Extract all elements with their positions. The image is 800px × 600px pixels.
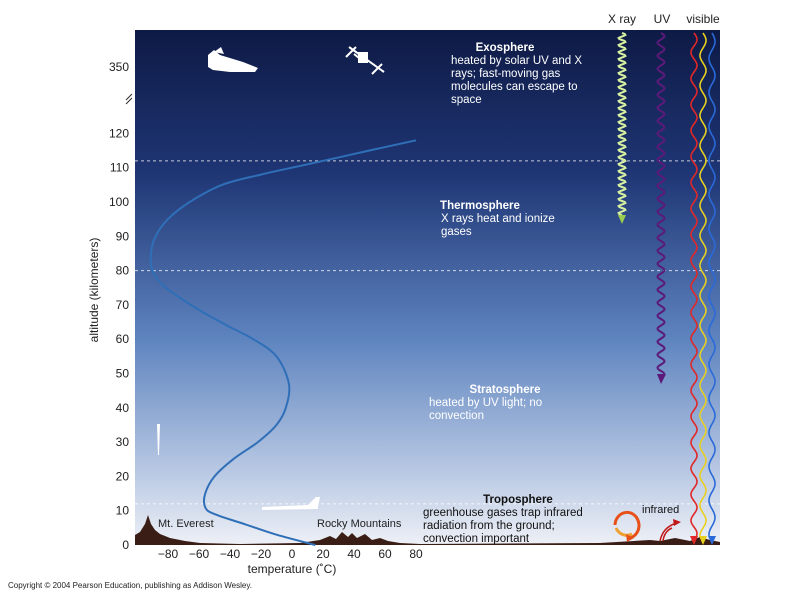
weather-balloon-icon: [157, 424, 160, 455]
y-tick-label: 40: [116, 401, 130, 415]
x-tick-label: 20: [316, 547, 330, 561]
space-shuttle-icon: [208, 47, 258, 72]
x-tick-label: −60: [189, 547, 210, 561]
uv-label: UV: [654, 12, 671, 26]
mt-everest-label: Mt. Everest: [158, 518, 214, 530]
y-tick-label-break: 350: [109, 60, 129, 74]
exosphere-desc-line: space: [451, 94, 482, 106]
y-tick-label: 20: [116, 469, 130, 483]
x-axis-label: temperature (˚C): [248, 562, 337, 576]
airplane-icon: [262, 497, 320, 510]
temperature-curve: [149, 139, 417, 546]
visible-label: visible: [686, 12, 720, 26]
mountain-silhouette: [135, 515, 720, 545]
x-tick-label: 80: [409, 547, 423, 561]
y-tick-label: 110: [110, 161, 129, 175]
y-tick-label: 120: [109, 126, 129, 140]
exosphere-title: Exosphere: [476, 42, 535, 54]
troposphere-desc-line: greenhouse gases trap infrared: [423, 507, 583, 519]
thermosphere-label-block: Thermosphere X rays heat and ionize gase…: [440, 200, 555, 238]
y-tick-label: 60: [116, 332, 130, 346]
thermosphere-title: Thermosphere: [440, 200, 520, 212]
exosphere-desc-line: rays; fast-moving gas: [451, 68, 561, 80]
visible-red-wave: [690, 32, 698, 537]
convection-loop-icon: [613, 510, 641, 542]
y-tick-label: 80: [116, 264, 130, 278]
xray-arrowhead: [618, 215, 626, 224]
stratosphere-desc-line: convection: [429, 410, 484, 422]
x-tick-label: 0: [289, 547, 296, 561]
satellite-icon: [345, 46, 385, 75]
y-axis-label: altitude (kilometers): [87, 238, 101, 343]
troposphere-desc-line: convection important: [423, 533, 530, 545]
y-tick-label: 30: [116, 435, 130, 449]
exosphere-desc-line: heated by solar UV and X: [451, 55, 582, 67]
x-tick-label: 60: [378, 547, 392, 561]
x-tick-label: −80: [158, 547, 179, 561]
troposphere-desc-line: radiation from the ground;: [423, 520, 555, 532]
y-axis-ticks: 0 10 20 30 40 50 60 70 80 90 100 110 120 350: [109, 60, 129, 552]
exosphere-desc-line: molecules can escape to: [451, 81, 578, 93]
y-tick-label: 70: [116, 298, 130, 312]
visible-yellow-wave: [699, 32, 707, 536]
thermosphere-desc-line: gases: [441, 226, 472, 238]
thermosphere-desc-line: X rays heat and ionize: [441, 213, 555, 225]
infrared-arrows: [659, 522, 677, 542]
y-tick-label: 50: [116, 367, 130, 381]
exosphere-label-block: Exosphere heated by solar UV and X rays;…: [451, 42, 582, 106]
y-tick-label: 10: [116, 504, 130, 518]
xray-label: X ray: [608, 12, 636, 26]
rocky-mountains-label: Rocky Mountains: [317, 518, 402, 530]
y-tick-label: 100: [109, 195, 129, 209]
copyright-notice: Copyright © 2004 Pearson Education, publ…: [8, 581, 252, 590]
infrared-arrowhead: [673, 519, 681, 526]
x-tick-label: 40: [347, 547, 361, 561]
axis-break: [125, 93, 133, 105]
stratosphere-desc-line: heated by UV light; no: [429, 397, 542, 409]
stratosphere-title: Stratosphere: [470, 384, 541, 396]
visible-blue-arrowhead: [708, 536, 716, 545]
y-tick-label: 90: [116, 229, 130, 243]
xray-wave: [617, 32, 627, 216]
uv-arrowhead: [657, 374, 666, 384]
x-tick-label: −40: [220, 547, 241, 561]
visible-blue-wave: [708, 32, 716, 537]
infrared-label: infrared: [642, 504, 679, 516]
troposphere-title: Troposphere: [483, 494, 553, 506]
atmosphere-chart: 0 10 20 30 40 50 60 70 80 90 100 110 120 350 −80 −60 −4…: [87, 12, 720, 576]
y-tick-label: 0: [122, 538, 129, 552]
x-tick-label: −20: [251, 547, 272, 561]
uv-wave: [656, 32, 666, 375]
troposphere-label-block: Troposphere greenhouse gases trap infrar…: [423, 494, 583, 545]
x-axis-ticks: −80 −60 −40 −20 0 20 40 60 80: [158, 547, 423, 561]
stratosphere-label-block: Stratosphere heated by UV light; no conv…: [429, 384, 542, 422]
visible-red-arrowhead: [690, 536, 698, 545]
visible-yellow-arrowhead: [699, 536, 707, 545]
layer-boundaries: [135, 160, 720, 505]
